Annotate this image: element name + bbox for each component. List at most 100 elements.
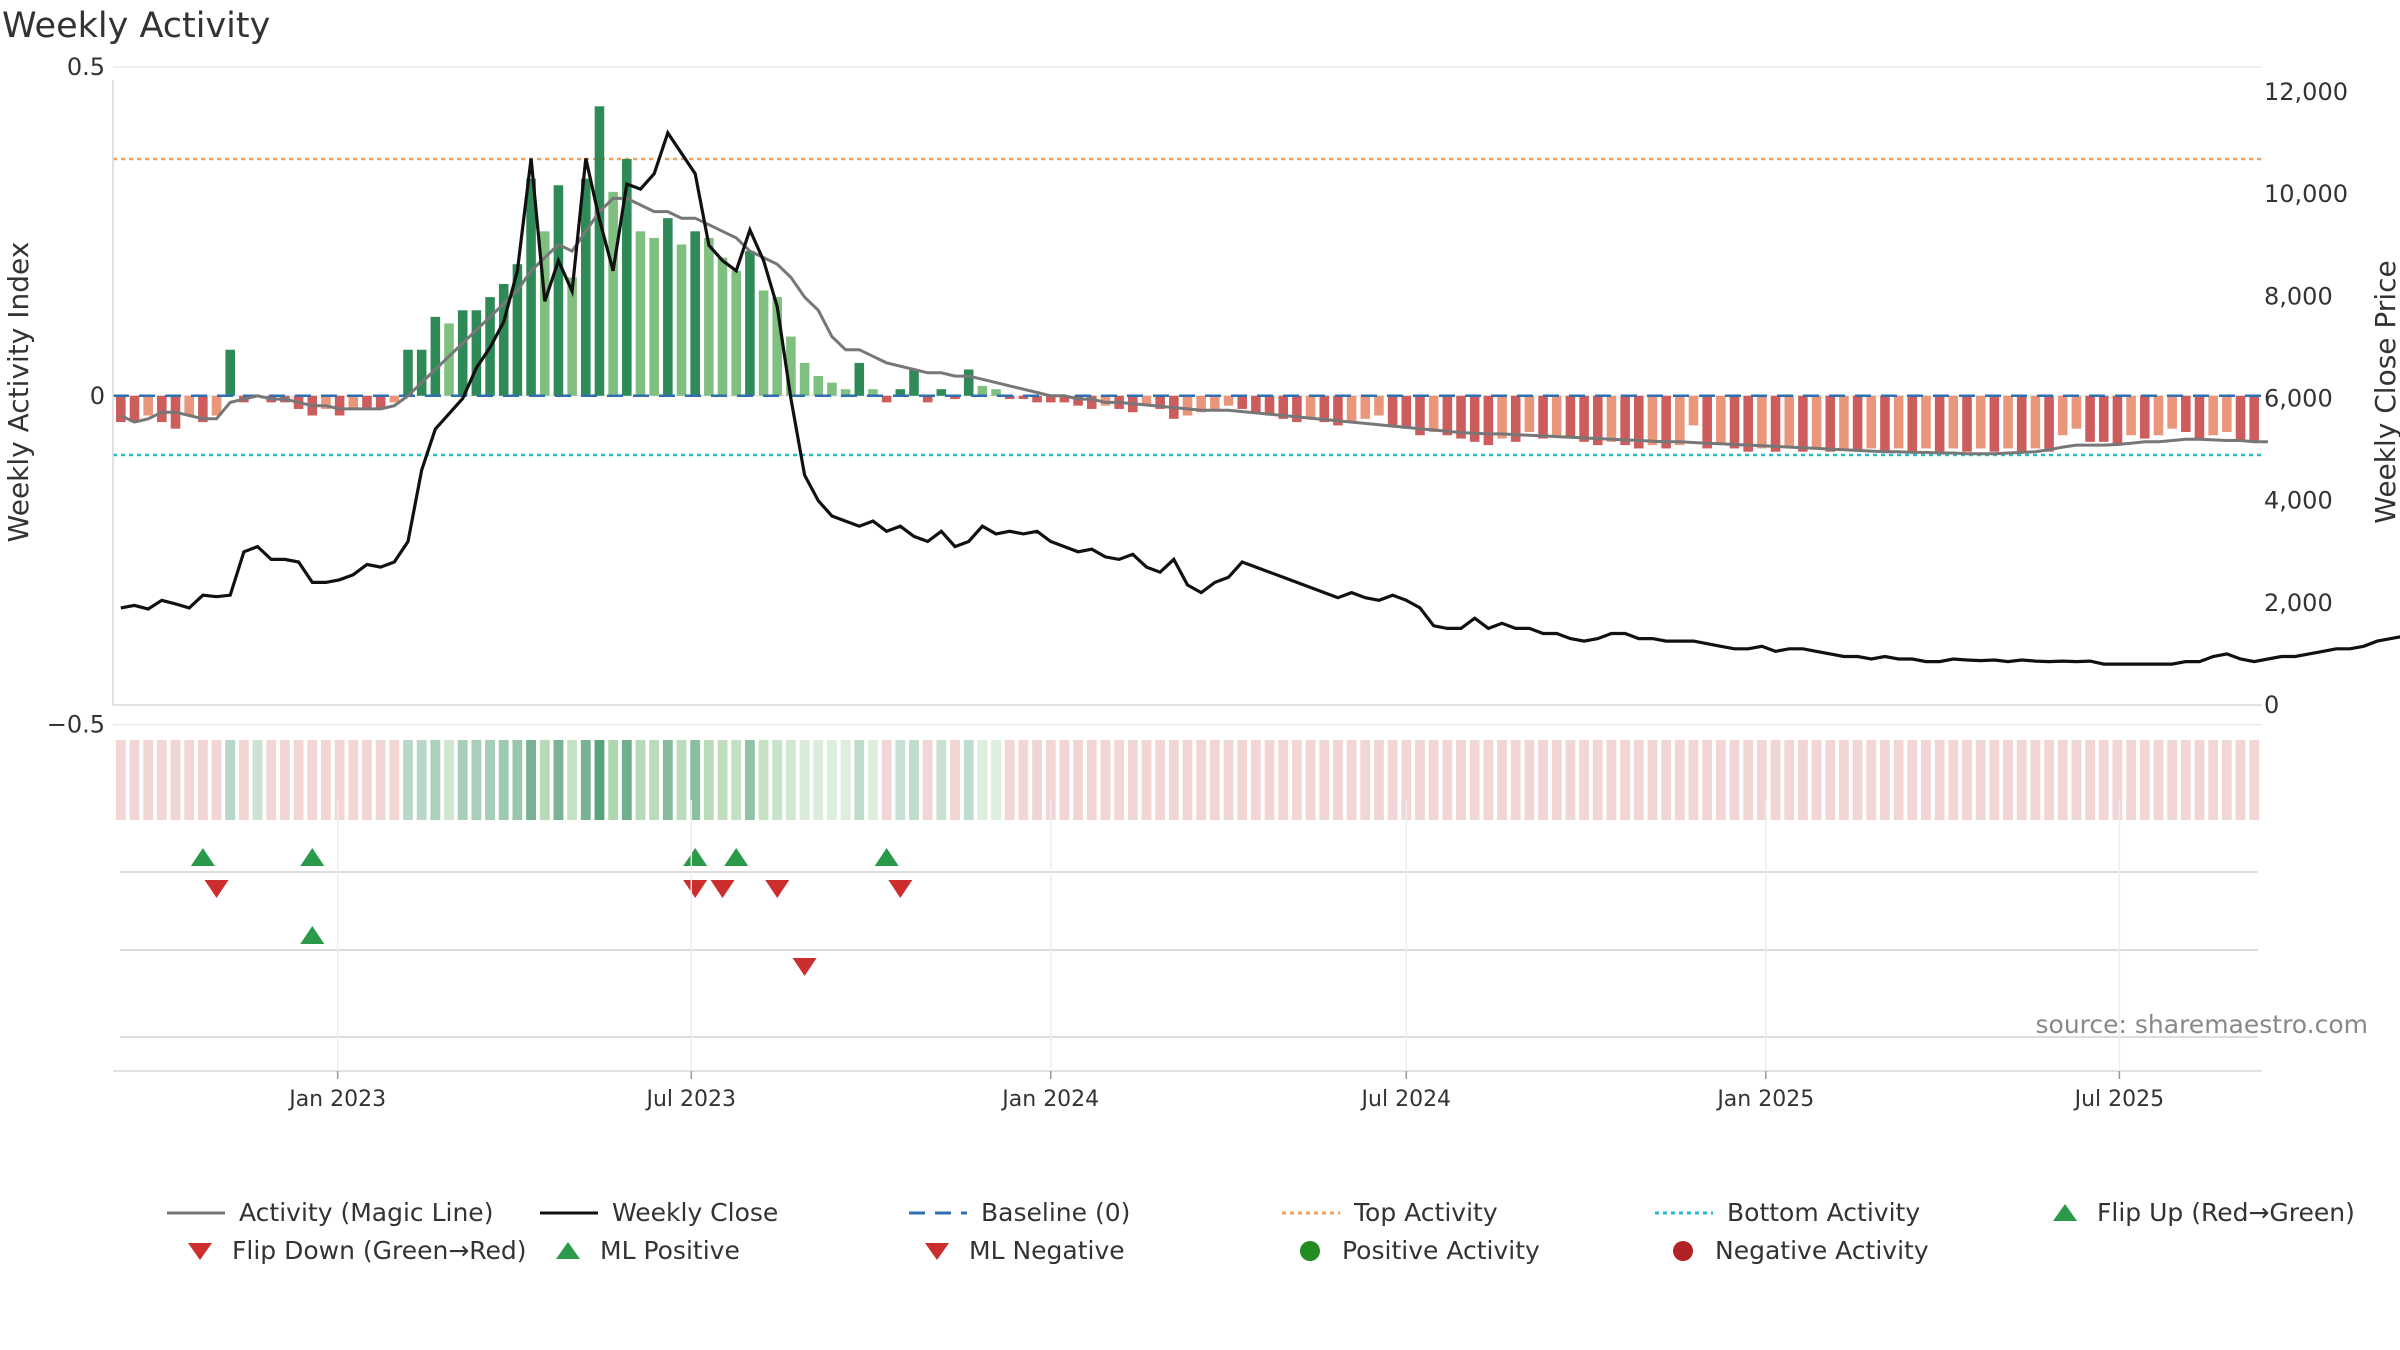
heat-cell [430, 740, 441, 820]
heat-cell [1989, 740, 2000, 820]
heat-cell [1264, 740, 1275, 820]
heat-cell [389, 740, 400, 820]
heat-cell [1510, 740, 1521, 820]
heat-cell [1743, 740, 1754, 820]
activity-bar [2098, 395, 2109, 442]
heat-cell [1702, 740, 1713, 820]
legend-label: ML Positive [600, 1236, 740, 1265]
heat-cell [690, 740, 701, 820]
heat-cell [1620, 740, 1631, 820]
heat-cell [2098, 740, 2109, 820]
activity-bar [854, 362, 865, 396]
heat-cell [307, 740, 318, 820]
activity-bar [1456, 395, 1466, 439]
activity-bar [2222, 395, 2232, 432]
heat-cell [539, 740, 550, 820]
right-tick-label: 4,000 [2264, 487, 2333, 515]
activity-bar [1100, 395, 1111, 406]
heat-cell [321, 740, 331, 820]
activity-bar [1018, 395, 1029, 400]
activity-bar [430, 316, 441, 396]
x-tick-label: Jan 2023 [287, 1087, 386, 1112]
activity-bar [1880, 395, 1890, 452]
activity-bar [622, 158, 632, 396]
heat-cell [868, 740, 878, 820]
flip-up-marker [874, 848, 899, 866]
activity-bar [731, 270, 741, 396]
heat-cell [1155, 740, 1166, 820]
activity-bar [225, 349, 236, 396]
activity-bar [1551, 395, 1562, 436]
activity-bar [334, 395, 345, 416]
activity-bar [1264, 395, 1275, 416]
heat-cell [1975, 740, 1986, 820]
heat-cell [1415, 740, 1425, 820]
legend-label: Flip Down (Green→Red) [232, 1236, 527, 1265]
activity-bar [116, 395, 126, 423]
heat-cell [1045, 740, 1056, 820]
activity-bar [2181, 395, 2191, 432]
x-tick-label: Jul 2024 [1360, 1087, 1452, 1112]
flip-down-marker [683, 880, 708, 898]
activity-bar [1565, 395, 1576, 439]
legend-label: Positive Activity [1342, 1236, 1540, 1265]
heat-cell [936, 740, 947, 820]
activity-bar [1086, 395, 1097, 409]
activity-bar [1210, 395, 1220, 409]
heat-cell [758, 740, 769, 820]
activity-bar [1661, 395, 1671, 449]
legend-label: Bottom Activity [1727, 1198, 1921, 1227]
heat-cell [553, 740, 564, 820]
activity-bar [1907, 395, 1918, 452]
activity-bar [1305, 395, 1316, 419]
activity-bar [1182, 395, 1193, 416]
heat-cell [1948, 740, 1959, 820]
heat-cell [252, 740, 263, 820]
activity-bar [1442, 395, 1453, 436]
heat-cell [2235, 740, 2246, 820]
heat-cell [225, 740, 236, 820]
activity-bar [211, 395, 222, 416]
activity-bar [1934, 395, 1945, 452]
activity-bar [1469, 395, 1480, 442]
activity-bar [362, 395, 372, 409]
activity-bar [1251, 395, 1261, 413]
activity-bar [1319, 395, 1330, 423]
activity-bar [539, 231, 550, 396]
activity-bar [1839, 395, 1849, 449]
activity-bar [717, 257, 728, 396]
activity-bar [977, 385, 988, 396]
activity-bar [1374, 395, 1384, 416]
heat-cell [2085, 740, 2096, 820]
heat-cell [2044, 740, 2054, 820]
heat-cell [1647, 740, 1658, 820]
activity-bar [1032, 395, 1042, 403]
heat-cell [1469, 740, 1480, 820]
heat-cell [334, 740, 345, 820]
heat-cell [1497, 740, 1507, 820]
heat-cell [279, 740, 290, 820]
heat-cell [977, 740, 988, 820]
activity-bar [2003, 395, 2013, 449]
activity-bar [1510, 395, 1521, 442]
activity-bar [1592, 395, 1603, 446]
heat-cell [1907, 740, 1918, 820]
heat-cell [1715, 740, 1726, 820]
activity-bar [1770, 395, 1781, 452]
heat-cell [1059, 740, 1070, 820]
activity-bar [129, 395, 140, 423]
heat-cell [731, 740, 742, 820]
activity-bar [2112, 395, 2123, 446]
activity-bar [2249, 395, 2259, 442]
heat-cell [184, 740, 195, 820]
heat-cell [1784, 740, 1795, 820]
activity-bar [1634, 395, 1644, 449]
heat-cell [1305, 740, 1316, 820]
heat-cell [785, 740, 796, 820]
flip-down-legend-icon [188, 1242, 212, 1260]
activity-bar [1729, 395, 1740, 449]
activity-bar [1073, 395, 1083, 406]
activity-bar [2085, 395, 2095, 442]
legend-item-ml-negative: ML Negative [917, 1236, 1125, 1265]
heat-cell [1428, 740, 1439, 820]
